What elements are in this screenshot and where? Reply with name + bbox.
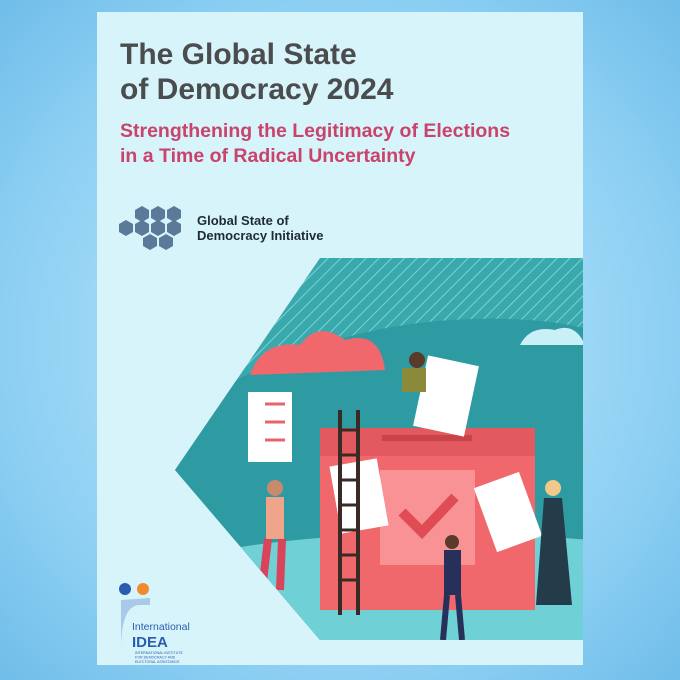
initiative-name: Global State of <box>197 213 289 228</box>
publisher-line: International <box>132 621 190 633</box>
initiative-logo <box>119 206 181 250</box>
subtitle-line: in a Time of Radical Uncertainty <box>120 145 416 167</box>
publisher-small: INTERNATIONAL INSTITUTE <box>135 651 184 655</box>
subtitle-line: Strengthening the Legitimacy of Election… <box>120 120 510 142</box>
title-line: of Democracy 2024 <box>120 73 394 106</box>
cover: The Global State of Democracy 2024 Stren… <box>97 12 583 665</box>
title-line: The Global State <box>120 38 357 71</box>
publisher-logo: International IDEA INTERNATIONAL INSTITU… <box>119 583 190 664</box>
publisher-line: IDEA <box>132 634 168 651</box>
publisher-small: FOR DEMOCRACY AND <box>135 656 176 660</box>
initiative-name: Democracy Initiative <box>197 228 323 243</box>
publisher-small: ELECTORAL ASSISTANCE <box>135 660 180 664</box>
